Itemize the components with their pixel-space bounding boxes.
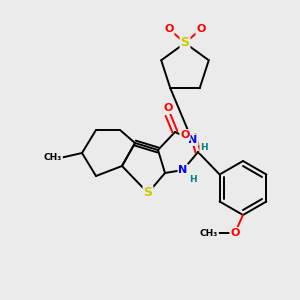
Text: S: S [181,37,190,50]
Text: O: O [230,228,240,238]
Text: CH₃: CH₃ [44,154,62,163]
Text: H: H [189,176,197,184]
Text: O: O [164,24,174,34]
Text: H: H [200,143,208,152]
Text: N: N [178,165,188,175]
Text: CH₃: CH₃ [200,229,218,238]
Text: O: O [180,130,190,140]
Text: N: N [188,135,198,145]
Text: O: O [196,24,206,34]
Text: O: O [163,103,173,113]
Text: S: S [143,187,152,200]
